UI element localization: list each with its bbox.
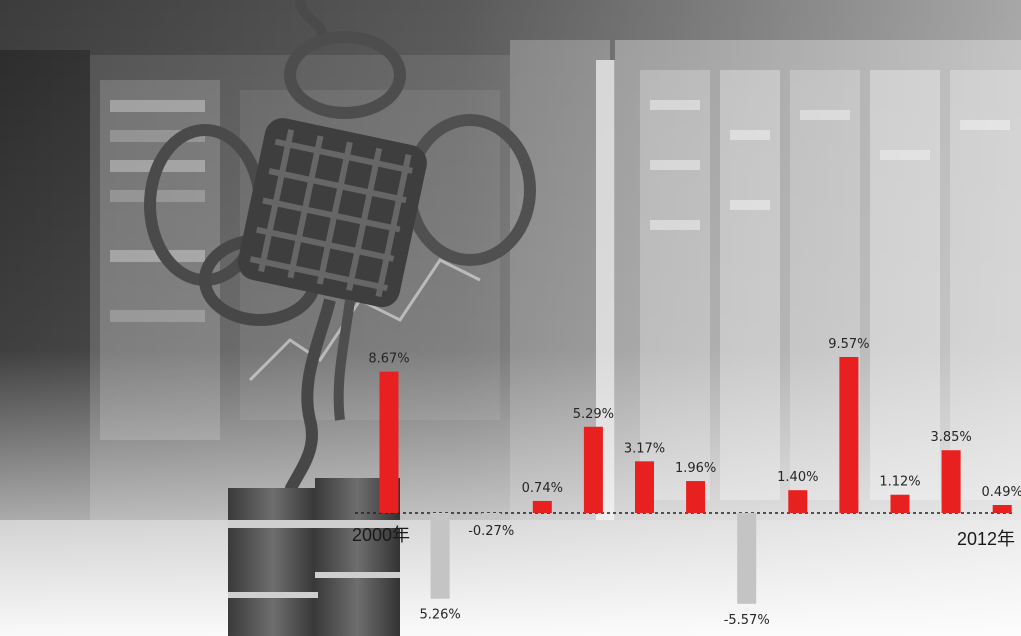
bar-label-2011: 3.85% [930,430,971,445]
bar-label-2006: 1.96% [675,461,716,476]
bar-2000 [379,371,399,513]
bar-label-2004: 5.29% [573,407,614,422]
bar-labels-group: 8.67% 5.26% -0.27% 0.74% 5.29% 3.17% 1.96% -5.5… [368,337,1021,628]
bars-group [379,357,1012,604]
bar-2004 [583,426,603,513]
bar-2007 [737,513,757,604]
bar-label-2009: 9.57% [828,337,869,352]
bar-2002 [481,513,501,518]
chinese-knot-icon [144,0,536,636]
bar-2008 [788,490,808,513]
bar-2003 [532,500,552,513]
bar-2012 [992,505,1012,513]
bar-label-2000: 8.67% [368,352,409,367]
bar-2001 [430,513,450,599]
start-year-label: 2000年 [352,525,410,545]
bar-chart: 8.67% 5.26% -0.27% 0.74% 5.29% 3.17% 1.96% -5.5… [352,337,1021,628]
bar-label-2012: 0.49% [982,485,1021,500]
bar-2011 [941,450,961,513]
bar-2009 [839,357,859,513]
bar-label-2001: 5.26% [419,608,460,623]
end-year-label: 2012年 [957,529,1015,549]
bar-label-2003: 0.74% [522,481,563,496]
bar-2010 [890,494,910,513]
bar-label-2010: 1.12% [879,475,920,490]
bar-2006 [686,481,706,513]
bar-label-2005: 3.17% [624,441,665,456]
bar-label-2002: -0.27% [468,524,514,539]
bar-label-2007: -5.57% [724,613,770,628]
bar-label-2008: 1.40% [777,470,818,485]
bar-2005 [635,461,654,513]
